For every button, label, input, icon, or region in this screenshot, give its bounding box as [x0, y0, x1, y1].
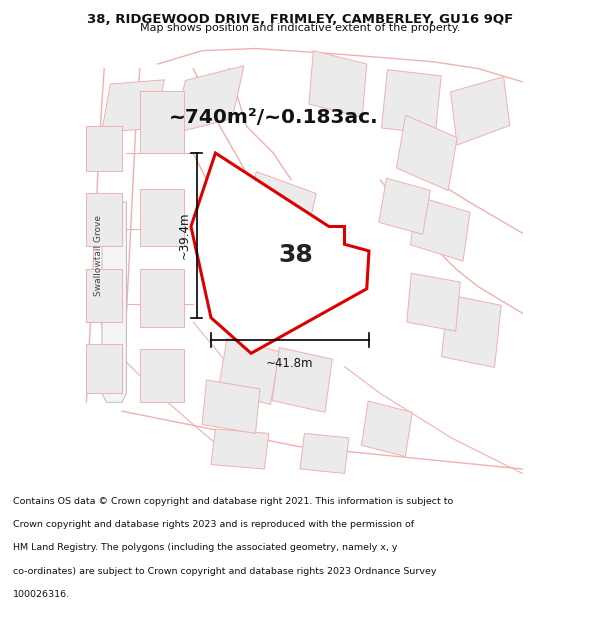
Polygon shape — [397, 115, 457, 191]
Polygon shape — [86, 269, 122, 322]
Polygon shape — [244, 172, 316, 250]
Polygon shape — [309, 51, 367, 118]
Text: ~41.8m: ~41.8m — [266, 357, 314, 370]
Text: HM Land Registry. The polygons (including the associated geometry, namely x, y: HM Land Registry. The polygons (includin… — [13, 543, 398, 552]
Polygon shape — [379, 178, 430, 234]
Polygon shape — [202, 380, 260, 433]
Text: 38, RIDGEWOOD DRIVE, FRIMLEY, CAMBERLEY, GU16 9QF: 38, RIDGEWOOD DRIVE, FRIMLEY, CAMBERLEY,… — [87, 13, 513, 26]
Polygon shape — [86, 344, 122, 393]
Polygon shape — [191, 153, 369, 353]
Polygon shape — [272, 348, 332, 413]
Text: Map shows position and indicative extent of the property.: Map shows position and indicative extent… — [140, 23, 460, 33]
Polygon shape — [407, 273, 460, 331]
Text: Contains OS data © Crown copyright and database right 2021. This information is : Contains OS data © Crown copyright and d… — [13, 497, 454, 506]
Polygon shape — [218, 338, 280, 404]
Text: ~740m²/~0.183ac.: ~740m²/~0.183ac. — [169, 108, 378, 127]
Polygon shape — [442, 294, 501, 368]
Polygon shape — [211, 429, 269, 469]
Polygon shape — [101, 80, 164, 132]
Text: Swallowtail Grove: Swallowtail Grove — [94, 215, 103, 296]
Polygon shape — [140, 91, 184, 153]
Polygon shape — [300, 433, 349, 474]
Polygon shape — [254, 258, 315, 324]
Polygon shape — [451, 77, 510, 145]
Text: co-ordinates) are subject to Crown copyright and database rights 2023 Ordnance S: co-ordinates) are subject to Crown copyr… — [13, 567, 437, 576]
Polygon shape — [361, 401, 412, 456]
Polygon shape — [410, 196, 470, 261]
Polygon shape — [140, 189, 184, 246]
Text: 100026316.: 100026316. — [13, 590, 70, 599]
Polygon shape — [140, 349, 184, 403]
Polygon shape — [173, 66, 244, 133]
Polygon shape — [86, 126, 122, 171]
Polygon shape — [86, 193, 122, 246]
Polygon shape — [102, 202, 127, 402]
Text: ~39.4m: ~39.4m — [178, 212, 191, 259]
Text: Crown copyright and database rights 2023 and is reproduced with the permission o: Crown copyright and database rights 2023… — [13, 520, 415, 529]
Polygon shape — [382, 70, 441, 134]
Text: 38: 38 — [278, 243, 313, 268]
Polygon shape — [140, 269, 184, 327]
